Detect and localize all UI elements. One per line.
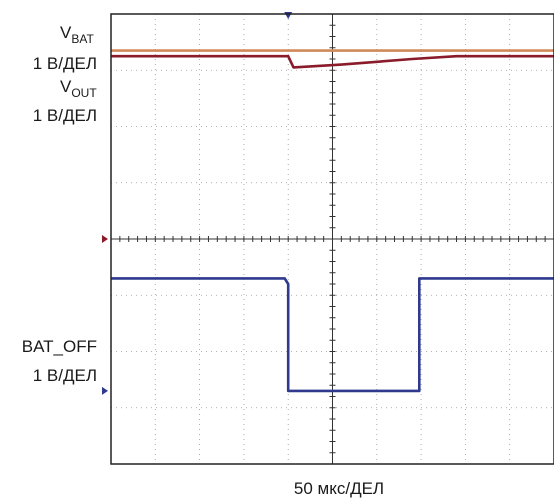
grid bbox=[110, 13, 554, 465]
x-axis-label: 50 мкс/ДЕЛ bbox=[294, 479, 384, 498]
vbat-scale: 1 В/ДЕЛ bbox=[33, 54, 97, 73]
bat-off-scale: 1 В/ДЕЛ bbox=[33, 366, 97, 385]
bat-off-label: BAT_OFF bbox=[22, 337, 97, 356]
channel-level-marker bbox=[102, 386, 108, 395]
bat-off-trace bbox=[111, 277, 554, 393]
plot-frame bbox=[110, 13, 554, 465]
channel-level-marker bbox=[102, 235, 108, 243]
vout-trace bbox=[111, 54, 554, 69]
vout-label: VOUT bbox=[60, 77, 97, 100]
trigger-marker bbox=[284, 12, 293, 19]
vout-scale: 1 В/ДЕЛ bbox=[33, 106, 97, 125]
vbat-label: VBAT bbox=[60, 23, 94, 46]
traces bbox=[111, 49, 554, 393]
markers bbox=[102, 12, 293, 395]
